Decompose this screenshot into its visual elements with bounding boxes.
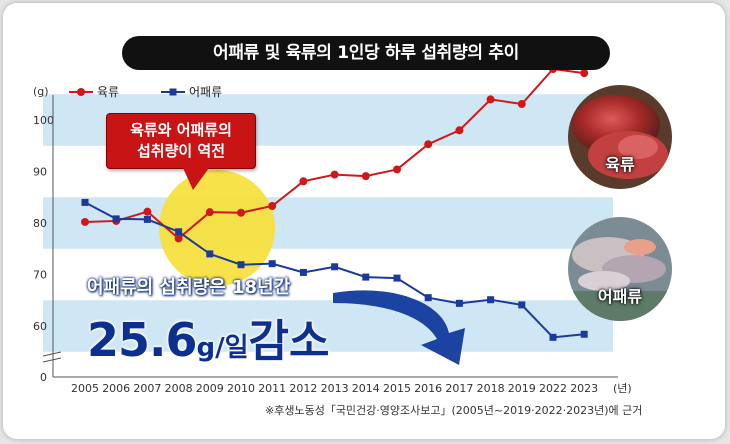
meat-photo: 육류 xyxy=(568,85,672,189)
data-point xyxy=(361,172,370,181)
data-point xyxy=(81,198,89,206)
legend: 육류 어패류 xyxy=(69,85,222,99)
data-point xyxy=(299,268,307,276)
legend-marker xyxy=(169,88,177,96)
infographic-frame: (g) 100 90 80 70 60 0 2005 2006 2007 2008 2009 2010… xyxy=(3,3,725,439)
data-point xyxy=(237,208,245,217)
x-tick-label: 2016 xyxy=(414,382,442,395)
data-point xyxy=(580,69,589,78)
background-band xyxy=(43,300,613,352)
x-axis-unit: (년) xyxy=(613,382,632,395)
data-point xyxy=(174,234,183,243)
data-point xyxy=(393,165,401,174)
x-tick-label: 2005 xyxy=(71,382,99,395)
x-tick-label: 2019 xyxy=(508,382,536,395)
data-point xyxy=(299,177,308,186)
data-point xyxy=(237,261,245,269)
data-point xyxy=(330,170,339,179)
data-point xyxy=(143,215,151,223)
axis-break-mark xyxy=(42,351,62,363)
y-tick-label: 100 xyxy=(33,114,54,127)
x-axis: 2005 2006 2007 2008 2009 2010 2011 2012 2013 2014… xyxy=(53,376,632,395)
decrease-unit: g/일 xyxy=(196,333,249,363)
fish-photo-label: 어패류 xyxy=(597,287,643,306)
fish-photo: 어패류 xyxy=(568,217,672,321)
y-tick-label: 0 xyxy=(40,371,47,384)
y-tick-label: 70 xyxy=(33,269,47,282)
x-tick-label: 2010 xyxy=(227,382,255,395)
callout-line: 섭취량이 역전 xyxy=(136,142,226,160)
callout-pointer xyxy=(183,168,209,190)
legend-label: 육류 xyxy=(97,85,119,99)
data-point xyxy=(331,263,339,271)
data-point xyxy=(362,273,370,281)
x-tick-label: 2006 xyxy=(102,382,130,395)
data-point xyxy=(81,217,89,226)
source-note: ※후생노동성「국민건강·영양조사보고」(2005년~2019·2022·2023… xyxy=(265,404,643,417)
legend-label: 어패류 xyxy=(189,85,222,99)
x-tick-label: 2013 xyxy=(321,382,349,395)
x-tick-label: 2018 xyxy=(477,382,505,395)
callout-line: 육류와 어패류의 xyxy=(130,121,232,139)
legend-marker xyxy=(77,88,85,96)
y-tick-label: 90 xyxy=(33,166,47,179)
data-point xyxy=(205,208,214,217)
meat-photo-label: 육류 xyxy=(605,155,635,174)
data-point xyxy=(455,299,463,307)
y-tick-label: 80 xyxy=(33,217,47,230)
x-tick-label: 2023 xyxy=(570,382,598,395)
x-tick-label: 2015 xyxy=(383,382,411,395)
x-tick-label: 2011 xyxy=(258,382,286,395)
x-tick-label: 2009 xyxy=(196,382,224,395)
data-point xyxy=(143,207,152,216)
x-tick-label: 2012 xyxy=(289,382,317,395)
x-tick-label: 2007 xyxy=(133,382,161,395)
data-point xyxy=(268,260,276,268)
data-point xyxy=(268,202,277,211)
background-band xyxy=(43,197,613,249)
decrease-value: 25.6 xyxy=(87,313,197,367)
decrease-amount: 25.6g/일감소 xyxy=(87,305,330,369)
series-lines xyxy=(81,65,589,341)
chart-title: 어패류 및 육류의 1인당 하루 섭취량의 추이 xyxy=(122,36,610,70)
data-point xyxy=(517,100,526,109)
line-chart: (g) 100 90 80 70 60 0 2005 2006 2007 2008 2009 2010… xyxy=(33,65,632,395)
data-point xyxy=(487,296,495,304)
data-point xyxy=(424,140,433,149)
data-point xyxy=(393,274,401,282)
y-tick-label: 60 xyxy=(33,320,47,333)
data-point xyxy=(112,215,120,223)
x-tick-label: 2022 xyxy=(539,382,567,395)
data-point xyxy=(549,333,557,341)
x-tick-label: 2017 xyxy=(445,382,473,395)
y-axis: (g) 100 90 80 70 60 0 xyxy=(33,85,62,384)
data-point xyxy=(518,301,526,309)
data-point xyxy=(455,126,464,135)
y-axis-unit: (g) xyxy=(33,85,49,98)
data-point xyxy=(175,228,183,236)
x-tick-label: 2014 xyxy=(352,382,380,395)
data-point xyxy=(486,95,495,104)
data-point xyxy=(424,294,432,302)
x-tick-label: 2008 xyxy=(165,382,193,395)
down-arrow xyxy=(333,290,465,365)
data-point xyxy=(580,330,588,338)
data-point xyxy=(206,250,214,258)
decrease-description: 어패류의 섭취량은 18년간 xyxy=(87,277,291,298)
decrease-word: 감소 xyxy=(248,316,330,367)
highlight-circle xyxy=(159,170,275,286)
